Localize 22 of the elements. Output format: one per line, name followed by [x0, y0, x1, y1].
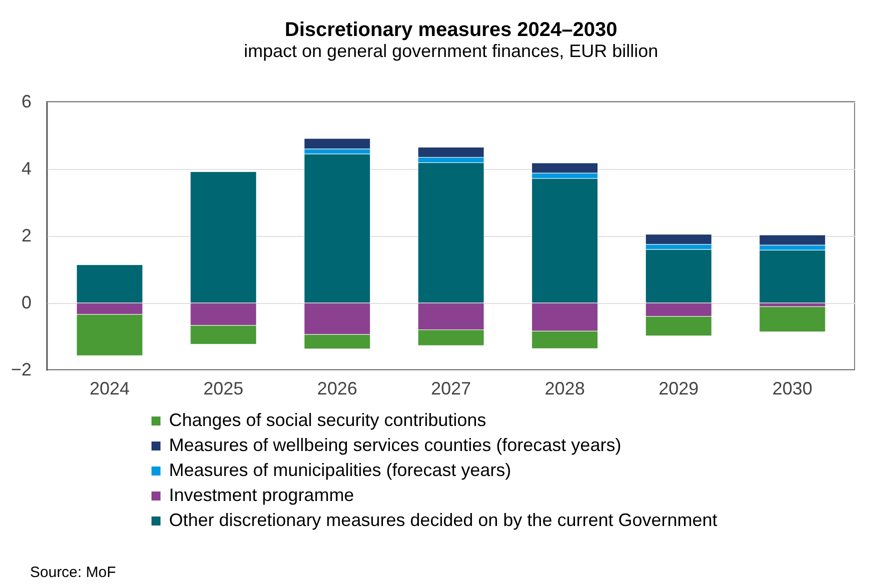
x-tick-label: 2028: [544, 378, 585, 398]
y-tick-label: 4: [21, 158, 32, 178]
source-note: Source: MoF: [30, 564, 116, 581]
x-tick-label: 2030: [772, 378, 812, 398]
x-tick-label: 2029: [658, 378, 699, 398]
x-tick-label: 2026: [317, 378, 358, 398]
y-tick-label: −2: [10, 360, 32, 380]
x-tick-label: 2025: [203, 378, 244, 398]
chart-title: Discretionary measures 2024–2030: [284, 19, 618, 41]
y-tick-label: 0: [21, 292, 32, 312]
legend-label: Changes of social security contributions: [169, 410, 486, 430]
bar: [759, 306, 826, 332]
chart-subtitle: impact on general government finances, EUR billion: [244, 41, 658, 61]
y-tick-label: 2: [21, 226, 32, 246]
legend-label: Other discretionary measures decided on by the current Government: [169, 510, 718, 530]
x-tick-label: 2027: [430, 378, 472, 398]
y-tick-label: 6: [21, 92, 32, 112]
legend-label: Measures of wellbeing services counties (forecast years): [169, 435, 622, 455]
x-tick-label: 2024: [90, 378, 130, 398]
bar: [759, 250, 826, 304]
legend-label: Measures of municipalities (forecast years): [169, 460, 512, 480]
legend-label: Investment programme: [169, 485, 354, 505]
